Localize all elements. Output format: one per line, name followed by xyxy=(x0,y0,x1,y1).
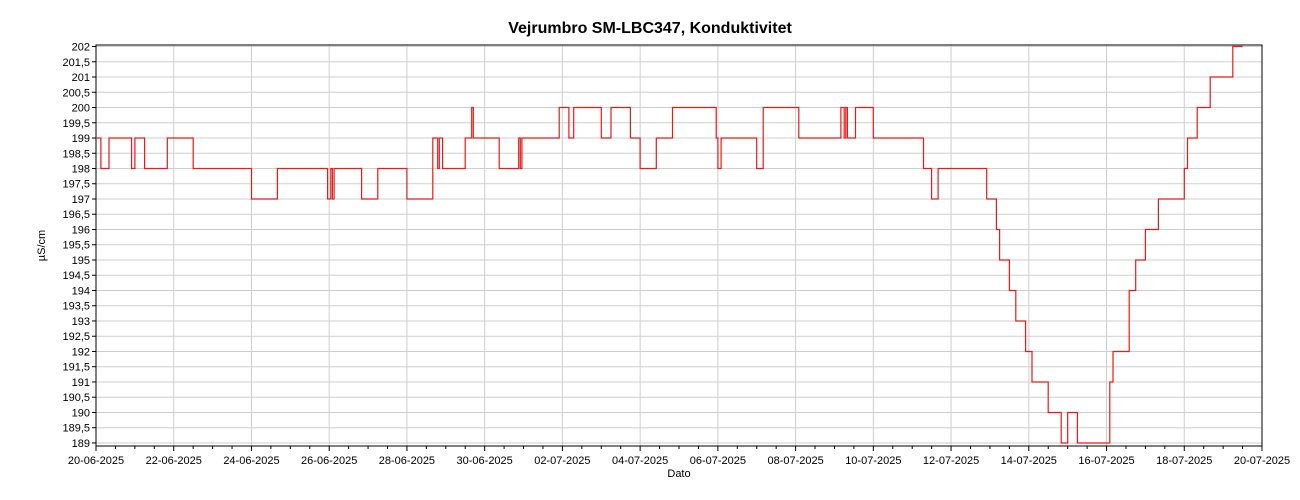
series-line-0 xyxy=(96,45,1243,444)
x-tick-label: 30-06-2025 xyxy=(457,455,513,467)
x-tick-label: 26-06-2025 xyxy=(301,455,357,467)
y-tick-label: 194,5 xyxy=(62,270,90,282)
y-axis-title: µS/cm xyxy=(36,230,48,261)
y-tick-label: 196,5 xyxy=(62,209,90,221)
y-tick-label: 197 xyxy=(72,194,90,206)
tick-labels: 20-06-2025 22-06-2025 24-06-2025 26-06-2025… xyxy=(62,42,1290,467)
grid-lines xyxy=(96,45,1262,446)
y-tick-label: 192,5 xyxy=(62,331,90,343)
y-tick-label: 200,5 xyxy=(62,87,90,99)
axis-ticks xyxy=(92,46,1263,451)
x-tick-label: 28-06-2025 xyxy=(379,455,435,467)
y-tick-label: 193,5 xyxy=(62,301,90,313)
x-tick-label: 10-07-2025 xyxy=(845,455,901,467)
y-tick-label: 191 xyxy=(72,377,90,389)
series-layer xyxy=(96,45,1243,444)
chart-title: Vejrumbro SM-LBC347, Konduktivitet xyxy=(508,20,792,37)
y-tick-label: 193 xyxy=(72,316,90,328)
y-tick-label: 200 xyxy=(72,103,90,115)
x-tick-label: 20-06-2025 xyxy=(68,455,124,467)
y-tick-label: 201 xyxy=(72,72,90,84)
y-tick-label: 202 xyxy=(72,42,90,54)
x-tick-label: 02-07-2025 xyxy=(534,455,590,467)
y-tick-label: 196 xyxy=(72,224,90,236)
x-tick-label: 06-07-2025 xyxy=(690,455,746,467)
x-tick-label: 16-07-2025 xyxy=(1078,455,1134,467)
y-tick-label: 194 xyxy=(72,285,90,297)
y-tick-label: 189 xyxy=(72,438,90,450)
x-tick-label: 24-06-2025 xyxy=(223,455,279,467)
plot-area-frame xyxy=(95,44,1263,447)
x-tick-label: 14-07-2025 xyxy=(1001,455,1057,467)
y-tick-label: 198 xyxy=(72,164,90,176)
y-tick-label: 195 xyxy=(72,255,90,267)
y-tick-label: 197,5 xyxy=(62,179,90,191)
x-tick-label: 12-07-2025 xyxy=(923,455,979,467)
y-tick-label: 198,5 xyxy=(62,148,90,160)
x-tick-label: 08-07-2025 xyxy=(767,455,823,467)
y-tick-label: 189,5 xyxy=(62,423,90,435)
y-tick-label: 190 xyxy=(72,407,90,419)
y-tick-label: 190,5 xyxy=(62,392,90,404)
x-tick-label: 22-06-2025 xyxy=(146,455,202,467)
y-tick-label: 191,5 xyxy=(62,362,90,374)
x-axis-title: Dato xyxy=(667,468,690,480)
y-tick-label: 195,5 xyxy=(62,240,90,252)
x-tick-label: 18-07-2025 xyxy=(1156,455,1212,467)
y-tick-label: 201,5 xyxy=(62,57,90,69)
y-tick-label: 199 xyxy=(72,133,90,145)
x-tick-label: 20-07-2025 xyxy=(1234,455,1290,467)
y-tick-label: 199,5 xyxy=(62,118,90,130)
x-tick-label: 04-07-2025 xyxy=(612,455,668,467)
y-tick-label: 192 xyxy=(72,346,90,358)
